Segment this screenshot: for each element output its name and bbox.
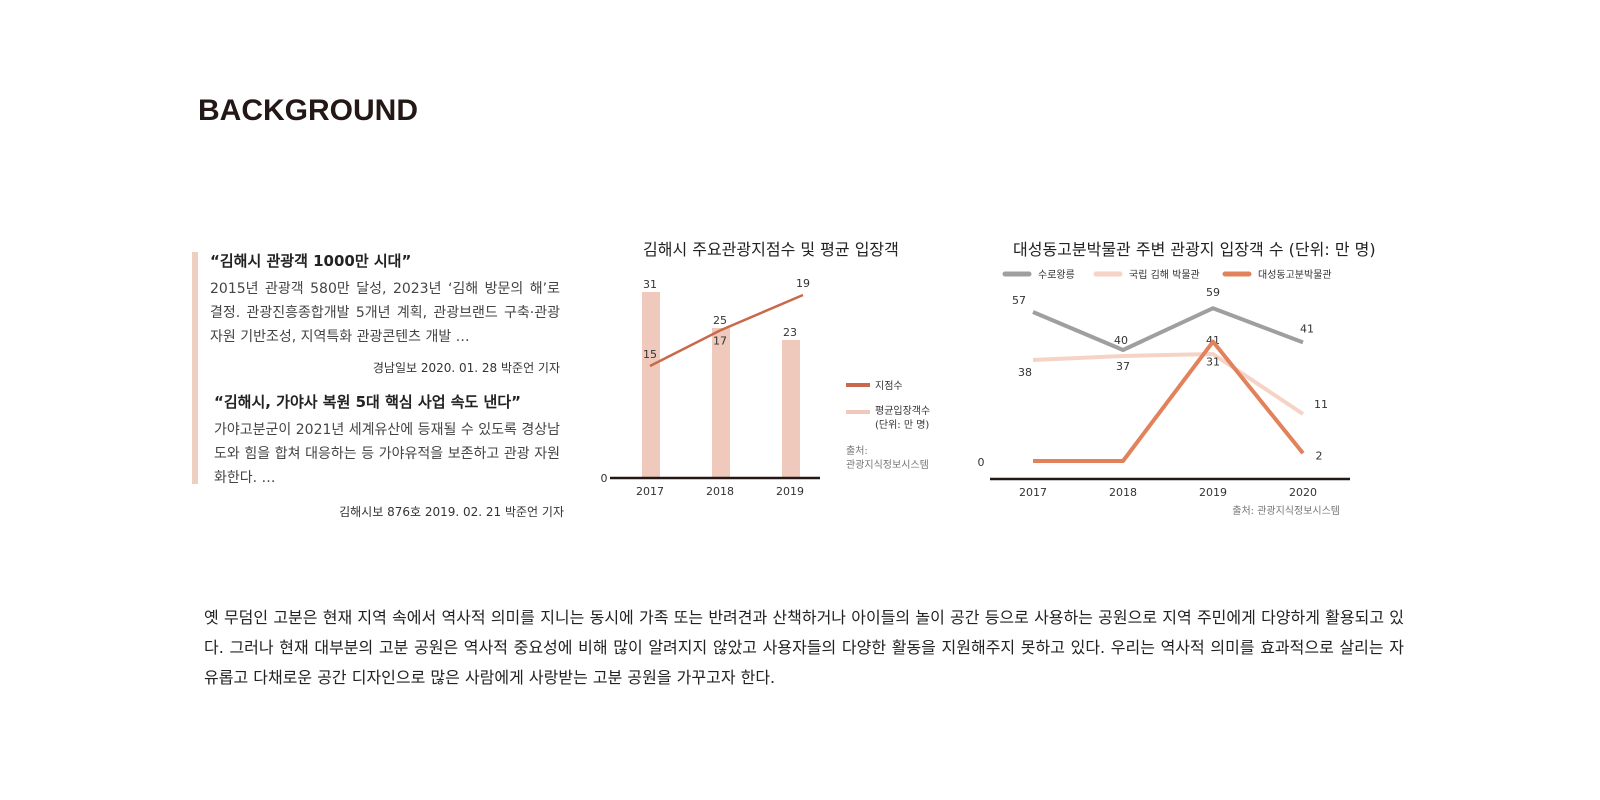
legend-label: 평균입장객수 bbox=[875, 404, 930, 417]
page-title: BACKGROUND bbox=[198, 94, 418, 127]
x-tick-label: 2019 bbox=[776, 485, 804, 498]
article-source: 김해시보 876호 2019. 02. 21 박준언 기자 bbox=[339, 505, 564, 519]
line-value-label: 19 bbox=[796, 277, 810, 290]
news-article-1: “김해시 관광객 1000만 시대” 2015년 관광객 580만 달성, 20… bbox=[210, 250, 560, 376]
summary-paragraph: 옛 무덤인 고분은 현재 지역 속에서 역사적 의미를 지니는 동시에 가족 또… bbox=[204, 608, 1404, 687]
legend-label: (단위: 만 명) bbox=[875, 418, 929, 431]
article-source: 경남일보 2020. 01. 28 박준언 기자 bbox=[372, 361, 560, 375]
news-article-2: “김해시, 가야사 복원 5대 핵심 사업 속도 낸다” 가야고분군이 2021… bbox=[214, 391, 564, 520]
line-series-3 bbox=[1033, 339, 1305, 463]
article-body: 2015년 관광객 580만 달성, 2023년 ‘김해 방문의 해’로 결정.… bbox=[210, 281, 560, 345]
line-value-label: 2 bbox=[1316, 449, 1323, 462]
x-tick-label: 2019 bbox=[1199, 486, 1227, 499]
bar-value-label: 23 bbox=[783, 326, 797, 339]
x-tick-label: 2017 bbox=[1019, 486, 1047, 499]
x-tick-label: 2020 bbox=[1289, 486, 1317, 499]
line-series-1 bbox=[1032, 306, 1304, 352]
article-headline: “김해시 관광객 1000만 시대” bbox=[210, 252, 412, 270]
chart2-title: 대성동고분박물관 주변 관광지 입장객 수 (단위: 만 명) bbox=[1013, 240, 1376, 259]
line-value-label: 11 bbox=[1314, 398, 1328, 411]
chart-source: 출처: 관광지식정보시스템 bbox=[1232, 505, 1340, 517]
line-value-label: 57 bbox=[1012, 294, 1026, 307]
bar-value-label: 25 bbox=[713, 314, 727, 327]
article-headline: “김해시, 가야사 복원 5대 핵심 사업 속도 낸다” bbox=[214, 393, 522, 411]
line-series-jijeomsu bbox=[649, 293, 804, 368]
article-body: 가야고분군이 2021년 세계유산에 등재될 수 있도록 경상남도와 힘을 합쳐… bbox=[214, 422, 560, 486]
quote-accent-bar bbox=[192, 252, 198, 484]
chart1-title: 김해시 주요관광지점수 및 평균 입장객 bbox=[643, 240, 899, 259]
bar-2018 bbox=[712, 328, 730, 478]
x-tick-label: 2018 bbox=[706, 485, 734, 498]
legend-label: 국립 김해 박물관 bbox=[1129, 268, 1200, 281]
chart-source: 관광지식정보시스템 bbox=[846, 459, 929, 471]
x-tick-label: 2017 bbox=[636, 485, 664, 498]
line-value-label: 31 bbox=[1206, 356, 1220, 369]
line-value-label: 38 bbox=[1018, 366, 1032, 379]
line-value-label: 40 bbox=[1114, 334, 1128, 347]
line-value-label: 15 bbox=[643, 348, 657, 361]
bar-2017 bbox=[642, 292, 660, 478]
line-value-label: 59 bbox=[1206, 286, 1220, 299]
chart-source: 출처: bbox=[846, 445, 868, 457]
bar-value-label: 31 bbox=[643, 278, 657, 291]
legend-label: 지점수 bbox=[875, 380, 903, 392]
legend-label: 대성동고분박물관 bbox=[1258, 269, 1332, 281]
y-tick-label: 0 bbox=[601, 472, 608, 485]
line-value-label: 37 bbox=[1116, 360, 1130, 373]
legend-label: 수로왕릉 bbox=[1038, 269, 1075, 281]
bar-2019 bbox=[782, 340, 800, 478]
line-series-2 bbox=[1032, 352, 1305, 416]
x-tick-label: 2018 bbox=[1109, 486, 1137, 499]
line-value-label: 17 bbox=[713, 335, 727, 348]
line-value-label: 41 bbox=[1300, 322, 1314, 335]
line-value-label: 0 bbox=[978, 456, 985, 469]
